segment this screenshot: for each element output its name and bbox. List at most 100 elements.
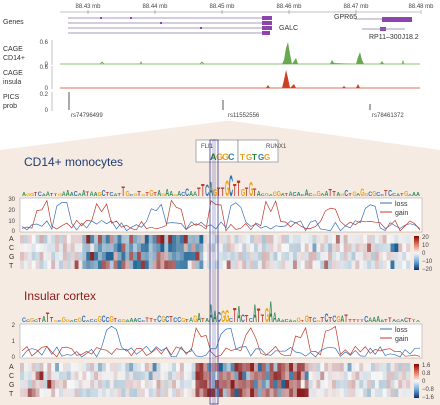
heatmap-cell bbox=[308, 371, 313, 380]
heatmap-cell bbox=[98, 371, 103, 380]
heatmap-cell bbox=[101, 380, 107, 389]
heatmap-cell bbox=[398, 363, 403, 372]
heatmap-cell bbox=[285, 371, 290, 380]
heatmap-cell bbox=[129, 235, 134, 244]
heatmap-cell bbox=[215, 252, 220, 261]
heatmap-cell bbox=[269, 371, 274, 380]
heatmap-cell bbox=[117, 388, 122, 397]
logo-letter: G bbox=[372, 190, 376, 198]
heatmap-cell bbox=[339, 380, 344, 389]
heatmap-cell bbox=[133, 363, 138, 372]
heatmap-cell bbox=[207, 363, 212, 372]
heatmap-cell bbox=[47, 252, 52, 261]
heatmap-cell bbox=[86, 243, 91, 252]
heatmap-cell bbox=[398, 380, 403, 389]
logo-letter: C bbox=[26, 319, 31, 323]
heatmap-cell bbox=[281, 380, 286, 389]
heatmap-cell bbox=[316, 363, 321, 372]
heatmap-cell bbox=[382, 363, 387, 372]
heatmap-cell bbox=[390, 235, 395, 244]
heatmap-cell bbox=[43, 243, 48, 252]
logo-letter: G bbox=[26, 193, 31, 198]
heatmap-cell bbox=[328, 380, 333, 389]
logo-letter: A bbox=[114, 193, 119, 198]
logo-letter: A bbox=[78, 192, 82, 198]
heatmap-cell bbox=[47, 243, 52, 252]
svg-text:C: C bbox=[228, 152, 235, 162]
heatmap-cell bbox=[296, 260, 302, 269]
heatmap-cell bbox=[339, 252, 344, 261]
heatmap-cell bbox=[55, 252, 60, 261]
heatmap-cell bbox=[105, 235, 110, 244]
heatmap-cell bbox=[90, 243, 95, 252]
heatmap-cell bbox=[191, 260, 196, 269]
logo-letter: A bbox=[289, 192, 293, 198]
logo-letter: T bbox=[86, 192, 90, 198]
heatmap-cell bbox=[234, 388, 239, 397]
heatmap-cell bbox=[203, 243, 208, 252]
heatmap-cell bbox=[195, 363, 200, 372]
heatmap-cell bbox=[215, 243, 220, 252]
heatmap-cell bbox=[152, 388, 157, 397]
cd14-base-label: G bbox=[9, 254, 14, 261]
logo-letter: T bbox=[360, 319, 364, 323]
heatmap-cell bbox=[66, 388, 71, 397]
heatmap-cell bbox=[261, 243, 266, 252]
heatmap-cell bbox=[207, 252, 212, 261]
logo-letter: G bbox=[241, 187, 245, 198]
heatmap-cell bbox=[39, 371, 44, 380]
heatmap-cell bbox=[254, 252, 259, 261]
heatmap-cell bbox=[394, 380, 399, 389]
heatmap-cell bbox=[133, 380, 138, 389]
logo-letter: A bbox=[289, 319, 294, 323]
heatmap-cell bbox=[187, 388, 192, 397]
heatmap-cell bbox=[320, 380, 325, 389]
heatmap-cell bbox=[70, 260, 75, 269]
heatmap-cell bbox=[86, 260, 91, 269]
heatmap-cell bbox=[105, 371, 110, 380]
heatmap-cell bbox=[51, 252, 56, 261]
logo-letter: A bbox=[356, 193, 360, 198]
heatmap-cell bbox=[246, 243, 251, 252]
heatmap-cell bbox=[367, 235, 372, 244]
heatmap-cell bbox=[293, 363, 298, 372]
heatmap-cell bbox=[70, 363, 75, 372]
heatmap-cell bbox=[156, 388, 161, 397]
heatmap-cell bbox=[386, 363, 391, 372]
heatmap-cell bbox=[289, 363, 294, 372]
heatmap-cell bbox=[203, 252, 208, 261]
logo-letter: A bbox=[336, 192, 340, 198]
heatmap-cell bbox=[82, 380, 87, 389]
heatmap-cell bbox=[293, 243, 298, 252]
heatmap-cell bbox=[300, 388, 305, 397]
heatmap-cell bbox=[109, 252, 114, 261]
heatmap-cell bbox=[164, 243, 169, 252]
heatmap-cell bbox=[117, 235, 122, 244]
heatmap-cell bbox=[129, 243, 134, 252]
heatmap-cell bbox=[191, 235, 196, 244]
heatmap-cell bbox=[402, 388, 407, 397]
heatmap-cell bbox=[234, 235, 239, 244]
logo-letter: C bbox=[102, 190, 106, 198]
heatmap-cell bbox=[195, 371, 200, 380]
logo-letter: G bbox=[125, 190, 129, 198]
logo-letter: A bbox=[321, 193, 325, 198]
logo-letter: C bbox=[261, 193, 266, 197]
heatmap-cell bbox=[394, 371, 399, 380]
logo-letter: C bbox=[185, 186, 189, 199]
heatmap-cell bbox=[378, 260, 383, 269]
heatmap-cell bbox=[285, 252, 290, 261]
heatmap-cell bbox=[129, 363, 134, 372]
heatmap-cell bbox=[98, 252, 103, 261]
insula-y-tick: 1 bbox=[12, 339, 16, 345]
heatmap-cell bbox=[332, 243, 337, 252]
pics-tick-top: 0.2 bbox=[40, 92, 49, 98]
heatmap-cell bbox=[218, 252, 224, 261]
logo-letter: C bbox=[344, 189, 348, 198]
heatmap-cell bbox=[351, 243, 356, 252]
heatmap-cell bbox=[113, 388, 118, 397]
heatmap-cell bbox=[211, 235, 216, 244]
heatmap-cell bbox=[261, 388, 266, 397]
logo-letter: T bbox=[352, 318, 355, 323]
heatmap-cell bbox=[351, 371, 356, 380]
